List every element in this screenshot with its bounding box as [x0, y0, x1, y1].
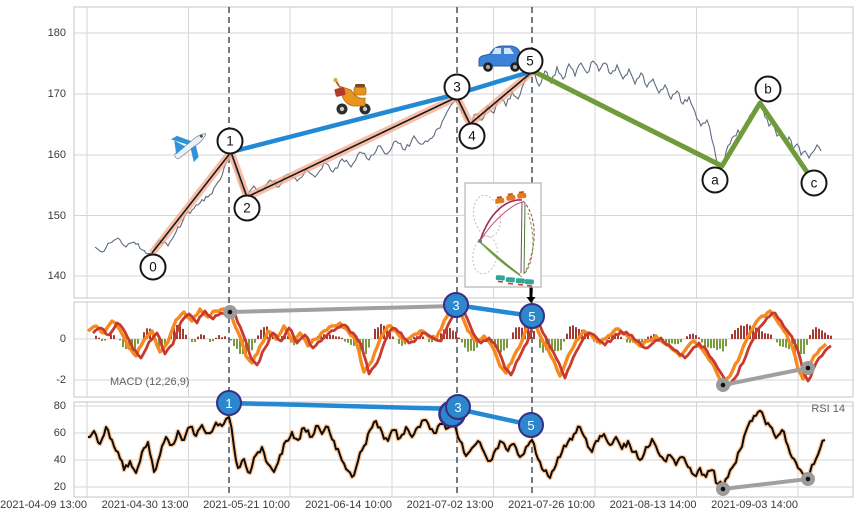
macd-marker-5: 5	[519, 303, 545, 329]
wave-label-4: 4	[458, 122, 486, 150]
rsi-marker-5: 5	[518, 412, 544, 438]
x-tick-label: 2021-05-21 10:00	[203, 499, 290, 511]
gray-connector-line	[722, 477, 809, 491]
x-tick-label: 2021-07-02 13:00	[406, 499, 494, 511]
green-correction-line	[531, 68, 810, 174]
macd-ytick: -2	[56, 374, 66, 386]
impulse-wave-line	[151, 70, 534, 254]
wave-label-2: 2	[233, 194, 261, 222]
macd-indicator-label: MACD (12,26,9)	[110, 376, 190, 388]
macd-ytick: 0	[59, 333, 66, 345]
price-ytick: 180	[47, 27, 66, 39]
rsi-marker-1: 1	[216, 390, 242, 416]
price-ytick: 140	[47, 270, 66, 282]
gray-connector-line	[722, 366, 809, 387]
wave-label-c: c	[800, 169, 828, 197]
price-ytick: 150	[47, 209, 66, 222]
price-panel-frame	[73, 6, 854, 299]
macd-marker-3: 3	[443, 292, 469, 318]
x-tick-label: 2021-07-26 10:00	[508, 499, 595, 511]
x-tick-label: 2021-04-30 13:00	[101, 499, 189, 511]
rsi-ytick: 60	[53, 427, 66, 439]
airplane-icon	[170, 133, 207, 163]
rsi-ytick: 40	[53, 454, 66, 466]
car-icon	[478, 45, 525, 72]
price-ytick: 170	[47, 88, 66, 100]
wave-label-3: 3	[443, 73, 471, 101]
price-ytick: 160	[47, 149, 66, 161]
roller-coaster-inset	[464, 182, 542, 288]
wave-label-a: a	[701, 166, 729, 194]
x-tick-label: 2021-06-14 10:00	[305, 499, 392, 511]
x-tick-label: 2021-04-09 13:00	[0, 499, 87, 511]
rsi-indicator-label: RSI 14	[811, 403, 845, 415]
x-tick-label: 2021-09-03 14:00	[711, 499, 798, 511]
gray-connector-line	[229, 304, 455, 314]
wave-label-0: 0	[139, 253, 167, 281]
scooter-icon	[333, 78, 371, 115]
wave-label-5: 5	[516, 47, 544, 75]
wave-label-1: 1	[216, 127, 244, 155]
rsi-ytick: 20	[53, 481, 66, 493]
wave-label-b: b	[754, 75, 782, 103]
rsi-marker-3: 3	[445, 394, 471, 420]
rsi-ytick: 80	[53, 400, 66, 412]
x-tick-label: 2021-08-13 14:00	[609, 499, 697, 511]
